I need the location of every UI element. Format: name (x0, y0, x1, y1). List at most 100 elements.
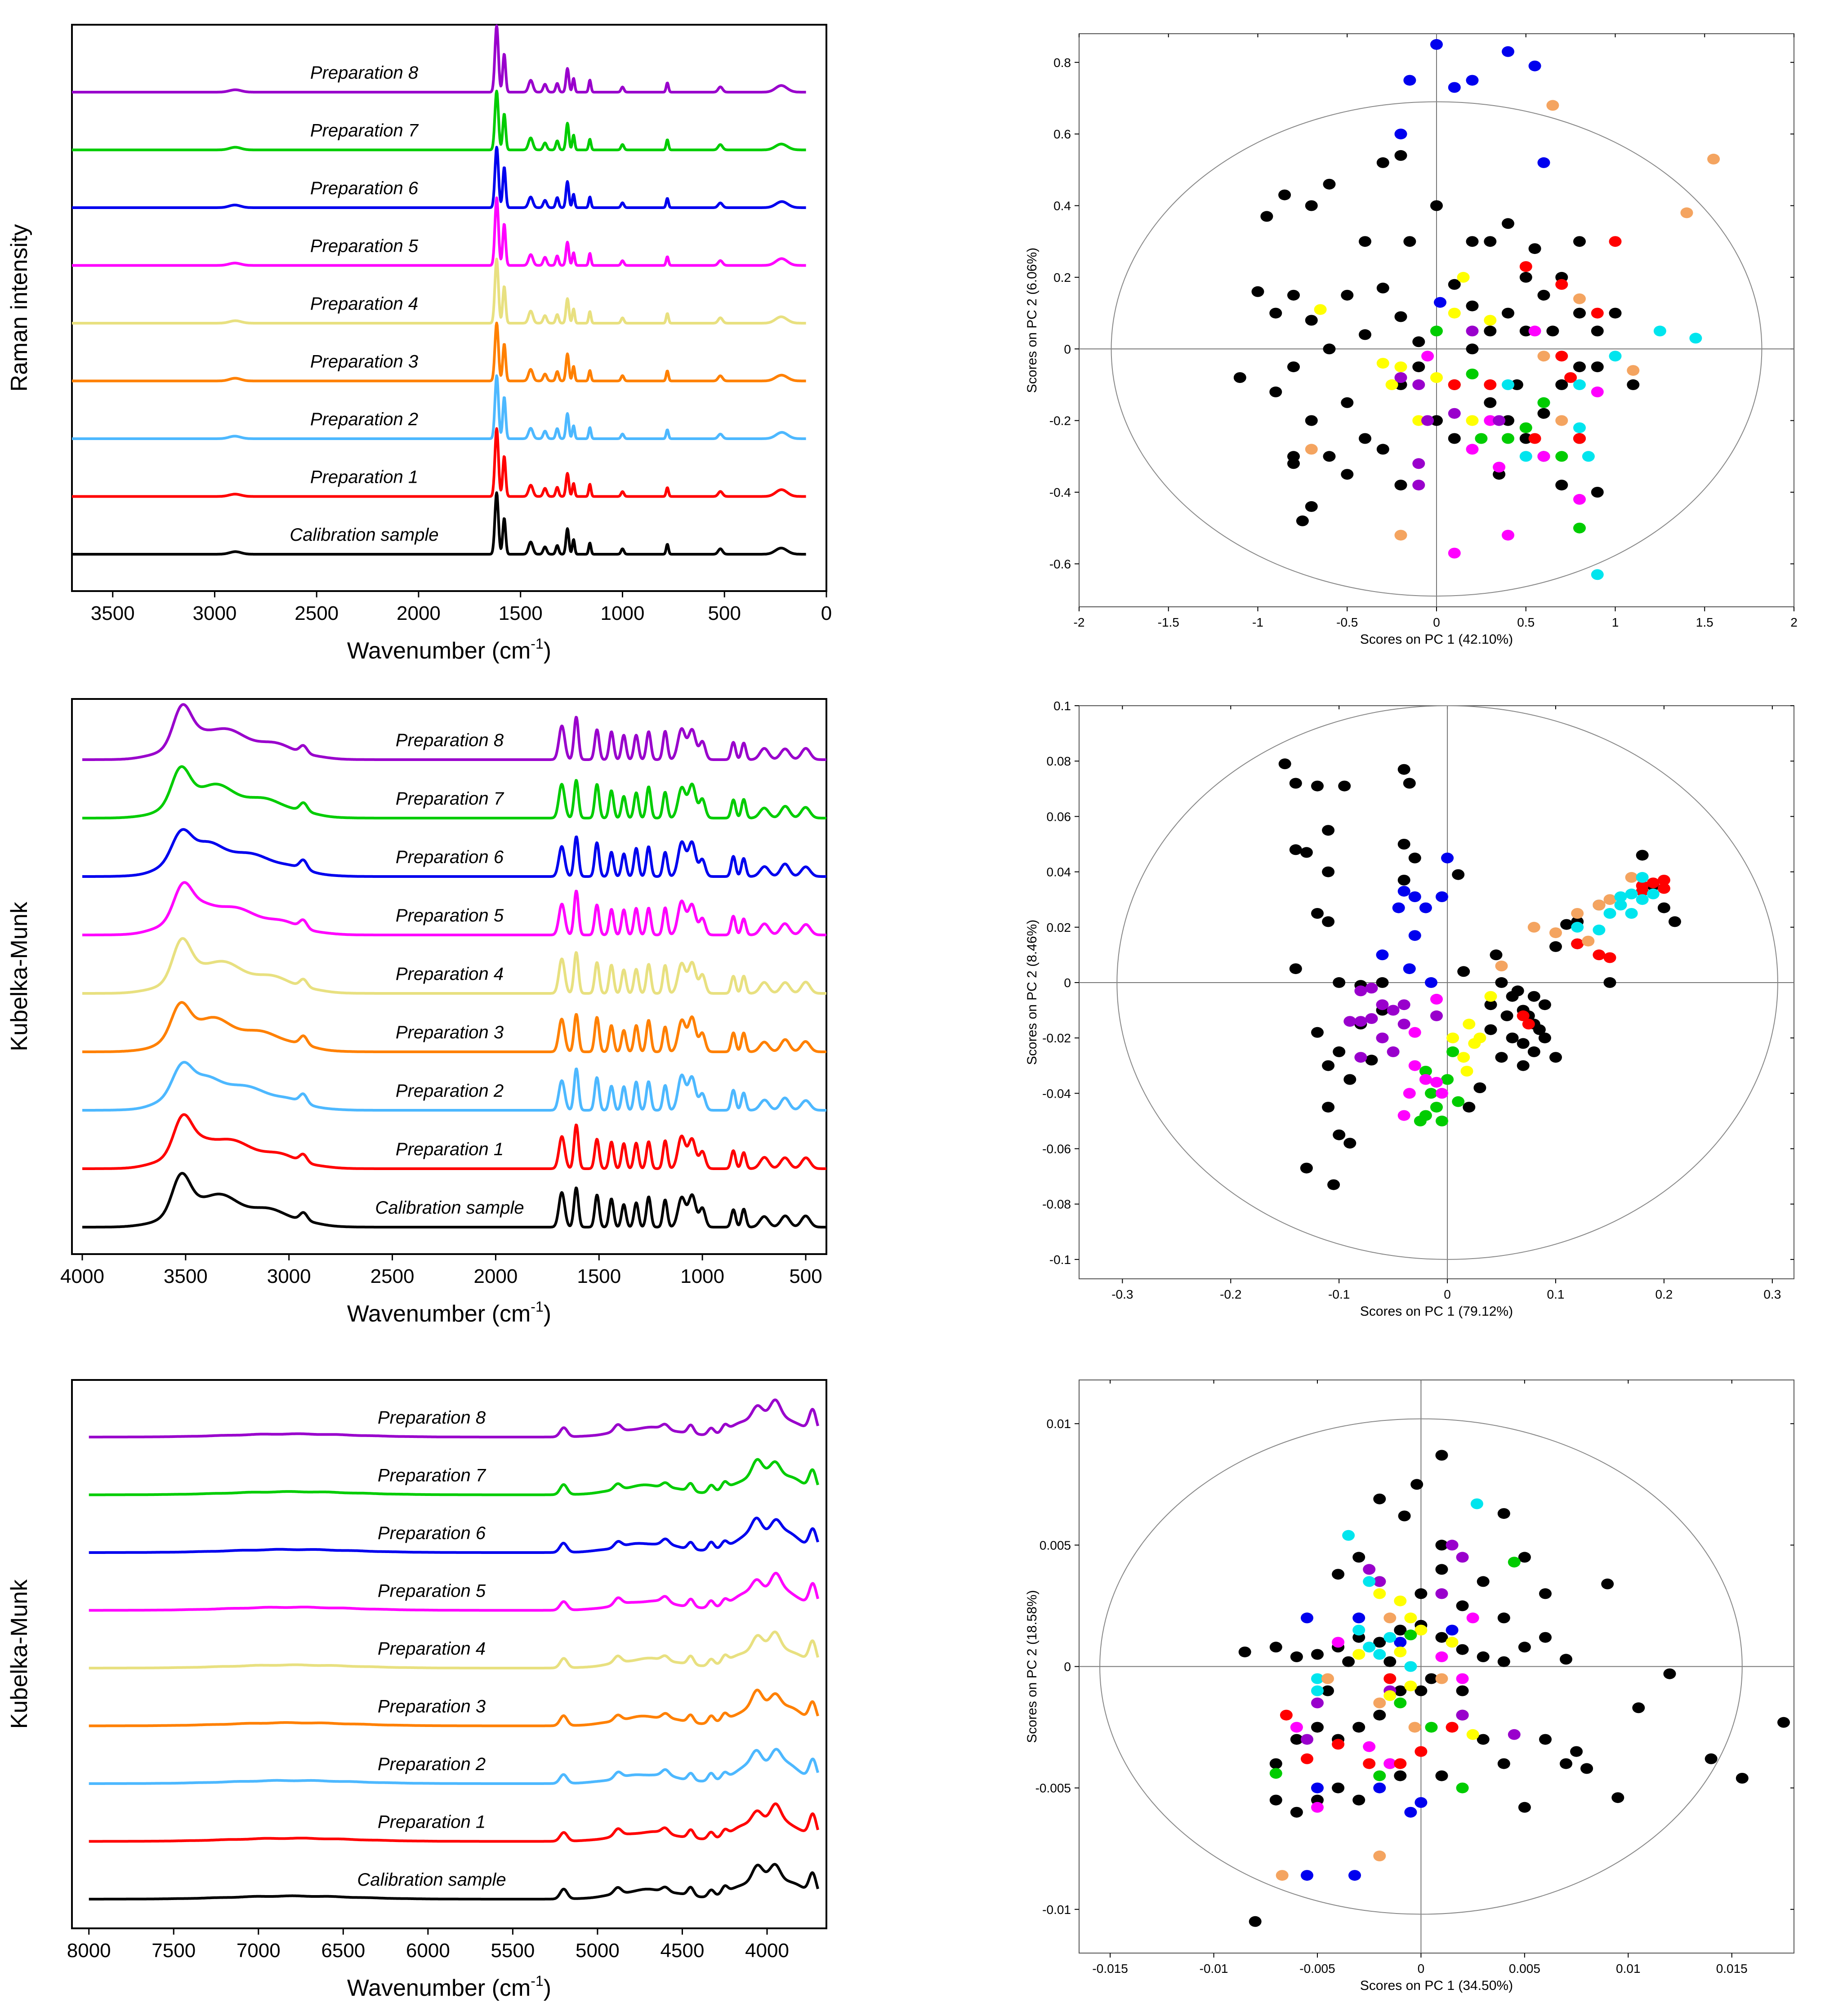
score-point-black (1502, 307, 1514, 319)
score-point-black (1269, 386, 1282, 397)
x-axis-label: Wavenumber (cm-1) (347, 1299, 551, 1327)
x-tick-label: 0.1 (1547, 1287, 1565, 1301)
x-tick-label: 0.005 (1509, 1962, 1540, 1976)
score-point-purple (1373, 1576, 1386, 1587)
score-point-black (1777, 1717, 1790, 1728)
y-tick-label: -0.2 (1049, 414, 1071, 428)
score-point-black (1278, 189, 1291, 200)
score-point-green (1508, 1557, 1521, 1568)
score-point-magenta (1456, 1673, 1469, 1684)
x-tick-label: 4500 (660, 1940, 705, 1962)
nir-spectra-svg: 8000 7500 7000 6500 6000 5500 5000 4500 4000 Wave… (6, 1379, 827, 2001)
x-tick-label: 4000 (60, 1265, 104, 1287)
score-point-black (1484, 397, 1497, 408)
score-point-black (1269, 1758, 1282, 1769)
score-point-black (1300, 847, 1313, 858)
score-point-peach (1495, 961, 1508, 971)
score-point-black (1591, 361, 1604, 373)
score-point-black (1333, 1129, 1346, 1140)
score-point-purple (1354, 985, 1367, 997)
score-point-purple (1456, 1552, 1469, 1563)
score-point-cyan (1571, 921, 1584, 933)
x-tick-label: 0 (1433, 615, 1440, 629)
score-point-magenta (1290, 1722, 1303, 1733)
spectrum-line-preparation-7 (81, 765, 827, 819)
score-point-cyan (1363, 1576, 1376, 1587)
score-point-magenta (1448, 547, 1461, 559)
score-point-blue (1414, 1797, 1428, 1808)
score-point-black (1466, 300, 1479, 312)
score-point-black (1484, 1024, 1497, 1035)
spectrum-line-preparation-6 (71, 146, 807, 209)
spectrum-line-preparation-3 (71, 321, 807, 383)
score-point-red (1301, 1753, 1313, 1764)
score-point-blue (1397, 886, 1410, 897)
score-point-black (1490, 949, 1503, 961)
score-point-black (1352, 1794, 1365, 1806)
score-point-magenta (1591, 386, 1604, 397)
score-point-purple (1466, 325, 1479, 337)
score-point-red (1593, 949, 1606, 961)
score-point-black (1549, 1052, 1562, 1063)
y-tick-label: -0.005 (1035, 1781, 1071, 1795)
score-point-black (1497, 1656, 1510, 1667)
score-point-black (1518, 1552, 1531, 1563)
score-point-black (1517, 1038, 1530, 1049)
score-point-black (1518, 1802, 1531, 1813)
score-point-black (1533, 1024, 1546, 1035)
score-point-peach (1394, 530, 1407, 541)
y-tick-label: 0.2 (1053, 271, 1071, 285)
x-tick-label: 3000 (193, 602, 237, 624)
score-point-black (1539, 1588, 1552, 1599)
x-tick-label: 7500 (152, 1940, 196, 1962)
score-point-black (1343, 1074, 1356, 1085)
score-point-cyan (1311, 1673, 1324, 1684)
spectrum-label: Preparation 8 (378, 1408, 486, 1428)
score-point-purple (1508, 1729, 1521, 1740)
score-point-magenta (1573, 494, 1586, 505)
plot-frame (71, 24, 827, 592)
x-tick-label: 5000 (576, 1940, 620, 1962)
score-point-yellow (1373, 1588, 1386, 1599)
score-point-black (1538, 999, 1551, 1010)
score-point-yellow (1457, 271, 1470, 283)
score-point-cyan (1502, 379, 1514, 390)
spectrum-line-preparation-8 (71, 24, 807, 93)
x-tick-label: -0.01 (1200, 1962, 1228, 1976)
score-point-black (1466, 343, 1479, 355)
score-point-magenta (1421, 351, 1434, 362)
spectrum-line-preparation-4 (71, 258, 807, 325)
score-point-black (1394, 1624, 1407, 1636)
x-tick-label: 0.3 (1763, 1287, 1781, 1301)
spectrum-label: Preparation 2 (396, 1081, 504, 1101)
score-point-yellow (1394, 361, 1407, 373)
score-point-black (1636, 850, 1649, 861)
score-point-green (1446, 1046, 1459, 1057)
spectrum-line-preparation-4 (81, 937, 827, 995)
score-point-yellow (1463, 1019, 1476, 1030)
x-tick-label: 8000 (67, 1940, 111, 1962)
score-point-peach (1603, 894, 1616, 905)
score-point-purple (1446, 1540, 1459, 1551)
y-tick-label: 0.1 (1053, 699, 1071, 713)
score-point-black (1477, 1651, 1490, 1662)
score-point-blue (1392, 902, 1405, 913)
score-point-green (1573, 522, 1586, 534)
score-point-black (1397, 875, 1410, 886)
score-point-magenta (1408, 1060, 1421, 1071)
spectrum-line-preparation-4 (88, 1630, 820, 1669)
score-point-cyan (1573, 379, 1586, 390)
score-point-black (1269, 1794, 1282, 1806)
x-tick-label: 2 (1790, 615, 1798, 629)
score-point-black (1341, 469, 1354, 480)
score-point-cyan (1689, 333, 1702, 344)
score-point-peach (1546, 100, 1559, 111)
score-point-black (1397, 764, 1410, 775)
score-point-black (1527, 991, 1540, 1002)
score-point-green (1425, 1722, 1438, 1733)
score-point-cyan (1573, 422, 1586, 433)
score-point-purple (1430, 1010, 1443, 1021)
y-tick-label: -0.4 (1049, 485, 1071, 499)
score-point-black (1394, 480, 1407, 491)
score-point-peach (1707, 153, 1720, 165)
